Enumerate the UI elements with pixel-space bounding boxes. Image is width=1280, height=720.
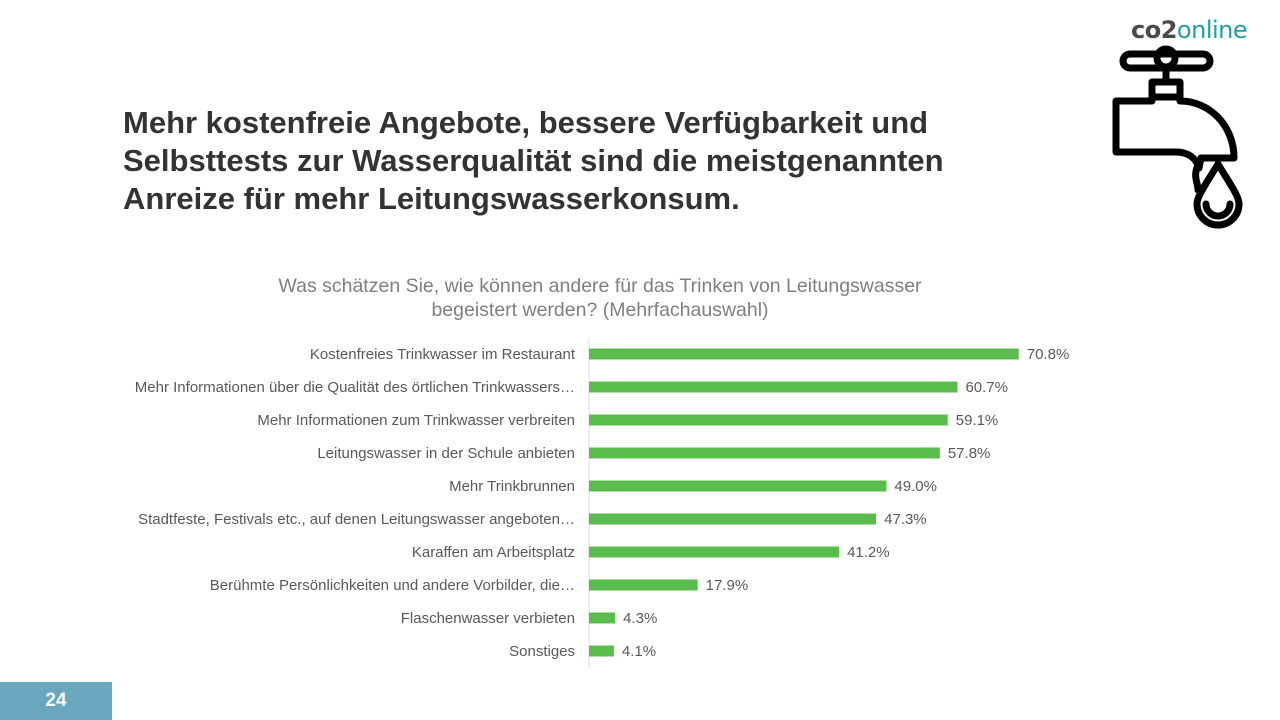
category-label: Kostenfreies Trinkwasser im Restaurant: [310, 346, 576, 363]
category-label: Sonstiges: [509, 643, 575, 660]
value-label: 17.9%: [706, 577, 749, 594]
bar: [589, 348, 1019, 360]
bar: [589, 612, 616, 624]
chart-title-line-1: Was schätzen Sie, wie können andere für …: [278, 275, 922, 297]
headline-line-2: Selbsttests zur Wasserqualität sind die …: [123, 143, 944, 178]
bar: [589, 546, 840, 558]
value-label: 60.7%: [965, 379, 1008, 396]
category-label: Karaffen am Arbeitsplatz: [412, 544, 575, 561]
value-label: 57.8%: [948, 445, 991, 462]
category-label: Berühmte Persönlichkeiten und andere Vor…: [210, 577, 575, 594]
bar: [589, 579, 698, 591]
value-label: 41.2%: [847, 544, 890, 561]
value-label: 70.8%: [1027, 346, 1070, 363]
brand-logo-part1: co2: [1131, 16, 1177, 44]
category-label: Leitungswasser in der Schule anbieten: [317, 445, 575, 462]
brand-logo: co2online: [1131, 16, 1248, 44]
page-number-badge: 24: [0, 682, 112, 720]
category-label: Mehr Trinkbrunnen: [449, 478, 575, 495]
category-label: Flaschenwasser verbieten: [401, 610, 575, 627]
brand-logo-part2: online: [1176, 16, 1248, 44]
headline: Mehr kostenfreie Angebote, bessere Verfü…: [123, 104, 1023, 218]
category-label: Mehr Informationen über die Qualität des…: [135, 379, 575, 396]
category-label: Mehr Informationen zum Trinkwasser verbr…: [257, 412, 575, 429]
value-label: 47.3%: [884, 511, 927, 528]
value-label: 4.3%: [623, 610, 657, 627]
bar: [589, 381, 958, 393]
bar: [589, 480, 887, 492]
bar: [589, 447, 940, 459]
page-number: 24: [45, 690, 67, 711]
value-label: 4.1%: [622, 643, 656, 660]
chart-title: Was schätzen Sie, wie können andere für …: [200, 274, 1000, 322]
bar-chart: Kostenfreies Trinkwasser im Restaurant 70…: [135, 338, 1070, 668]
chart-title-line-2: begeistert werden? (Mehrfachauswahl): [431, 299, 769, 321]
bar: [589, 513, 877, 525]
value-label: 49.0%: [894, 478, 937, 495]
headline-line-3: Anreize für mehr Leitungswasserkonsum.: [123, 181, 740, 216]
bar: [589, 645, 614, 657]
headline-line-1: Mehr kostenfreie Angebote, bessere Verfü…: [123, 105, 929, 140]
category-label: Stadtfeste, Festivals etc., auf denen Le…: [138, 511, 575, 528]
bar: [589, 414, 948, 426]
water-tap-with-drop-icon: [1112, 45, 1243, 229]
value-label: 59.1%: [956, 412, 999, 429]
